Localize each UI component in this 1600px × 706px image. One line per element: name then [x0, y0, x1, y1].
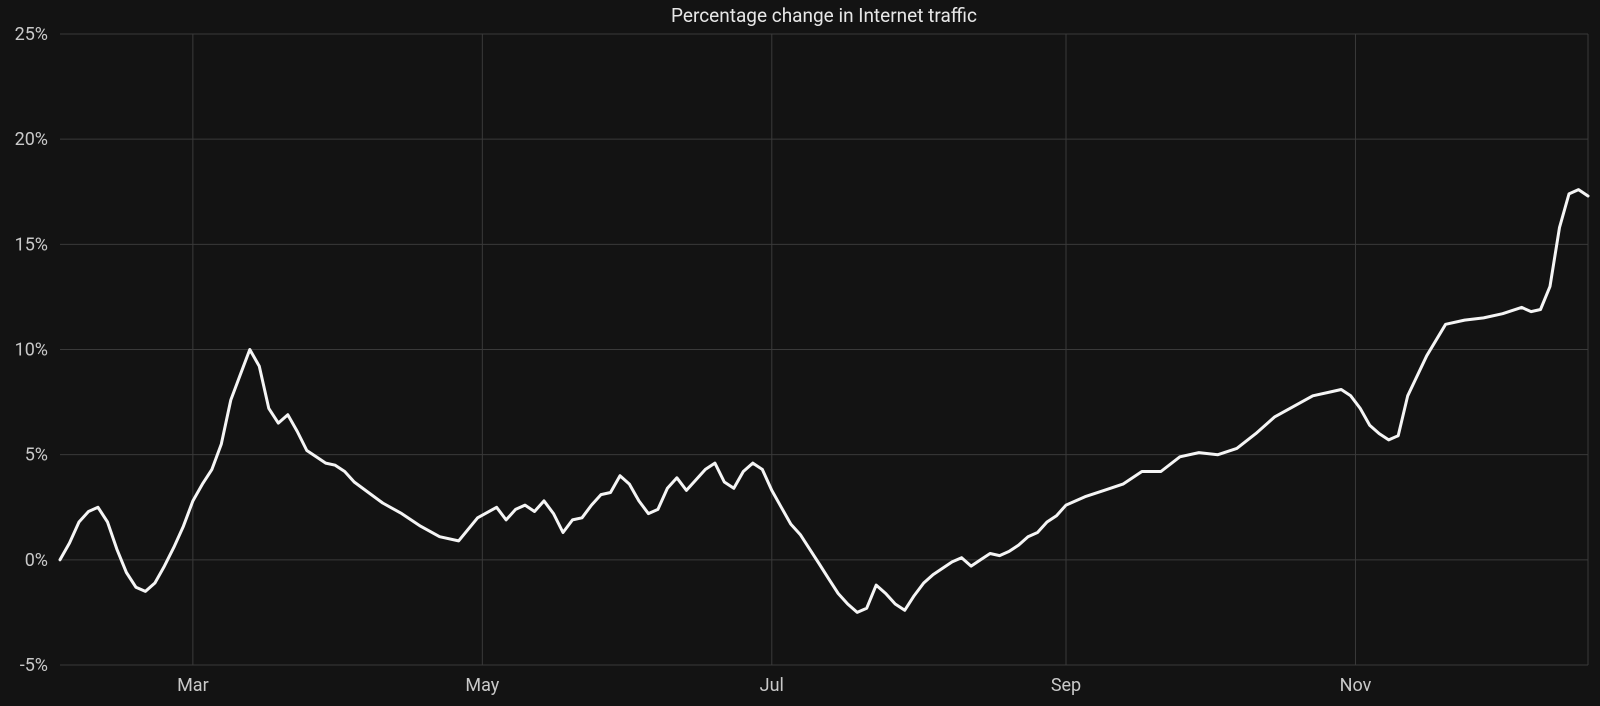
x-axis-label: Mar — [177, 675, 209, 696]
x-axis-label: Jul — [760, 675, 784, 696]
x-axis-label: Nov — [1340, 675, 1372, 696]
y-axis-label: 20% — [15, 129, 48, 150]
traffic-line-chart: -5% 0% 5% 10% 15% 20% 25% Mar May Jul Sep Nov Percen… — [0, 0, 1600, 706]
x-axis-label: Sep — [1051, 675, 1081, 696]
y-axis-label: 25% — [15, 24, 48, 45]
y-axis-label: 5% — [25, 445, 48, 466]
y-axis-label: 15% — [15, 234, 48, 255]
x-axis-label: May — [465, 675, 499, 696]
y-axis-label: -5% — [20, 655, 48, 676]
chart-container: -5% 0% 5% 10% 15% 20% 25% Mar May Jul Sep Nov Percen… — [0, 0, 1600, 706]
y-axis-label: 10% — [15, 340, 48, 361]
y-axis-label: 0% — [25, 550, 48, 571]
chart-title: Percentage change in Internet traffic — [671, 4, 977, 27]
